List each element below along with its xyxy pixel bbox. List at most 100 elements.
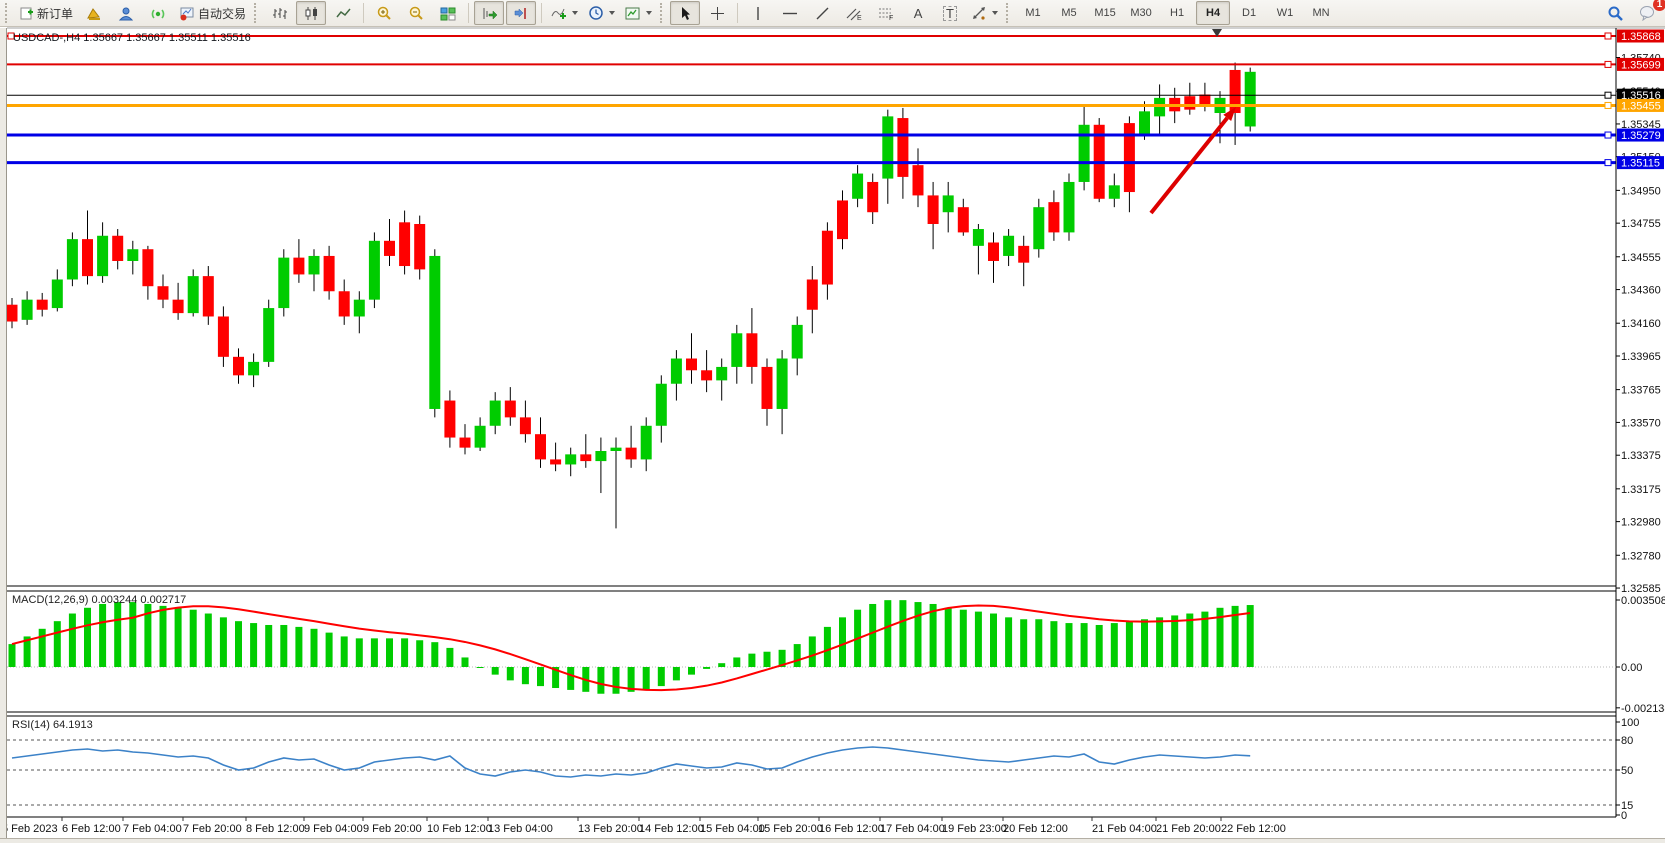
tab-timeframe-h4[interactable]: H4 bbox=[1196, 1, 1231, 25]
candle bbox=[6, 304, 18, 322]
chart-shift-marker[interactable] bbox=[1212, 29, 1222, 37]
hline-handle[interactable] bbox=[1604, 32, 1612, 40]
chevron-down-icon bbox=[992, 11, 999, 15]
templates-button[interactable] bbox=[621, 1, 656, 25]
trendline-button[interactable] bbox=[807, 1, 837, 25]
price-tick-label: 1.33765 bbox=[1621, 385, 1661, 397]
tab-timeframe-d1[interactable]: D1 bbox=[1242, 7, 1257, 19]
macd-label: MACD(12,26,9) 0.003244 0.002717 bbox=[12, 594, 186, 606]
time-axis-label: 20 Feb 12:00 bbox=[1003, 823, 1068, 835]
time-axis-label: 9 Feb 04:00 bbox=[304, 823, 363, 835]
macd-bar bbox=[446, 647, 454, 667]
fibonacci-button[interactable]: F bbox=[871, 1, 901, 25]
candle bbox=[746, 333, 758, 367]
equidistant-channel-button[interactable]: E bbox=[839, 1, 869, 25]
candle bbox=[202, 276, 214, 317]
macd-bar bbox=[1171, 615, 1179, 667]
toolbar-grip[interactable] bbox=[5, 3, 11, 23]
macd-bar bbox=[748, 653, 756, 667]
trend-arrow[interactable] bbox=[1149, 116, 1229, 215]
macd-bar bbox=[204, 613, 212, 667]
text-label-button[interactable]: T bbox=[935, 1, 965, 25]
candle bbox=[595, 450, 607, 462]
cursor-button[interactable] bbox=[670, 1, 701, 25]
macd-bar bbox=[416, 640, 424, 667]
vertical-line-button[interactable] bbox=[743, 1, 773, 25]
clock-icon bbox=[588, 5, 604, 21]
text-button[interactable]: A bbox=[903, 1, 933, 25]
candle bbox=[519, 417, 531, 435]
candle bbox=[474, 425, 486, 448]
alerts-button[interactable]: 1 bbox=[1632, 0, 1665, 25]
time-axis-label: 6 Feb 12:00 bbox=[62, 823, 121, 835]
autotrade-button[interactable]: 自动交易 bbox=[175, 1, 250, 25]
bar-chart-button[interactable] bbox=[264, 1, 294, 25]
macd-bar bbox=[869, 603, 877, 667]
tab-timeframe-h1[interactable]: H1 bbox=[1170, 7, 1185, 19]
candle bbox=[1244, 71, 1256, 127]
tab-timeframe-m5[interactable]: M5 bbox=[1061, 7, 1077, 19]
toolbar-grip[interactable] bbox=[660, 3, 666, 23]
macd-bar bbox=[597, 667, 605, 694]
zoom-in-icon bbox=[376, 5, 392, 21]
macd-bar bbox=[1035, 619, 1043, 667]
hline-handle[interactable] bbox=[7, 32, 15, 40]
periods-button[interactable] bbox=[584, 1, 619, 25]
hline-handle[interactable] bbox=[1604, 60, 1612, 68]
line-chart-button[interactable] bbox=[328, 1, 358, 25]
horizontal-line-button[interactable] bbox=[775, 1, 805, 25]
tab-timeframe-m1[interactable]: M1 bbox=[1025, 7, 1041, 19]
macd-bar bbox=[1156, 617, 1164, 667]
candle bbox=[1199, 94, 1211, 107]
candle bbox=[127, 249, 139, 261]
hline-handle[interactable] bbox=[1604, 159, 1612, 167]
arrows-button[interactable] bbox=[967, 1, 1002, 25]
hline-handle[interactable] bbox=[1604, 131, 1612, 139]
auto-scroll-button[interactable] bbox=[474, 1, 505, 25]
candlestick-chart-button[interactable] bbox=[296, 1, 327, 25]
macd-bar bbox=[129, 602, 137, 667]
candle bbox=[942, 195, 954, 213]
hline-handle[interactable] bbox=[1604, 101, 1612, 109]
zoom-in-button[interactable] bbox=[369, 1, 399, 25]
tab-timeframe-m30[interactable]: M30 bbox=[1130, 7, 1152, 19]
tile-windows-button[interactable] bbox=[433, 1, 463, 25]
price-line-label-box bbox=[1617, 128, 1664, 142]
candle bbox=[82, 239, 93, 277]
macd-bar bbox=[355, 638, 363, 667]
tab-timeframe-w1[interactable]: W1 bbox=[1276, 7, 1294, 19]
new-chart-button[interactable] bbox=[79, 1, 109, 25]
toolbar-grip[interactable] bbox=[1006, 3, 1012, 23]
macd-bar bbox=[1005, 617, 1013, 667]
signals-button[interactable] bbox=[143, 1, 173, 25]
candle bbox=[1078, 124, 1090, 182]
macd-bar bbox=[431, 642, 439, 667]
chart-shift-button[interactable] bbox=[506, 1, 537, 25]
macd-bar bbox=[718, 663, 726, 667]
trend-arrow-head[interactable] bbox=[1223, 107, 1236, 122]
toolbar-grip[interactable] bbox=[254, 3, 260, 23]
macd-bar bbox=[1216, 607, 1224, 667]
signal-icon bbox=[150, 6, 166, 21]
indicators-button[interactable] bbox=[547, 1, 582, 25]
community-button[interactable] bbox=[111, 1, 141, 25]
candle bbox=[776, 358, 788, 409]
chart-shift-icon bbox=[513, 6, 529, 21]
search-button[interactable] bbox=[1600, 1, 1630, 25]
candle bbox=[293, 257, 305, 275]
tab-timeframe-mn[interactable]: MN bbox=[1312, 7, 1330, 19]
time-axis-label: 21 Feb 20:00 bbox=[1156, 823, 1221, 835]
price-tick-label: 1.35345 bbox=[1621, 119, 1661, 131]
tab-timeframe-m15[interactable]: M15 bbox=[1094, 7, 1116, 19]
candle bbox=[112, 235, 124, 261]
hline-handle[interactable] bbox=[1604, 91, 1612, 99]
zoom-out-button[interactable] bbox=[401, 1, 431, 25]
crosshair-button[interactable] bbox=[702, 1, 732, 25]
new-order-button[interactable]: 新订单 bbox=[15, 1, 77, 25]
macd-bar bbox=[1246, 605, 1254, 667]
macd-bar bbox=[1186, 613, 1194, 667]
macd-bar bbox=[1110, 623, 1118, 667]
notification-badge: 1 bbox=[1653, 0, 1665, 11]
macd-bar bbox=[159, 605, 167, 667]
